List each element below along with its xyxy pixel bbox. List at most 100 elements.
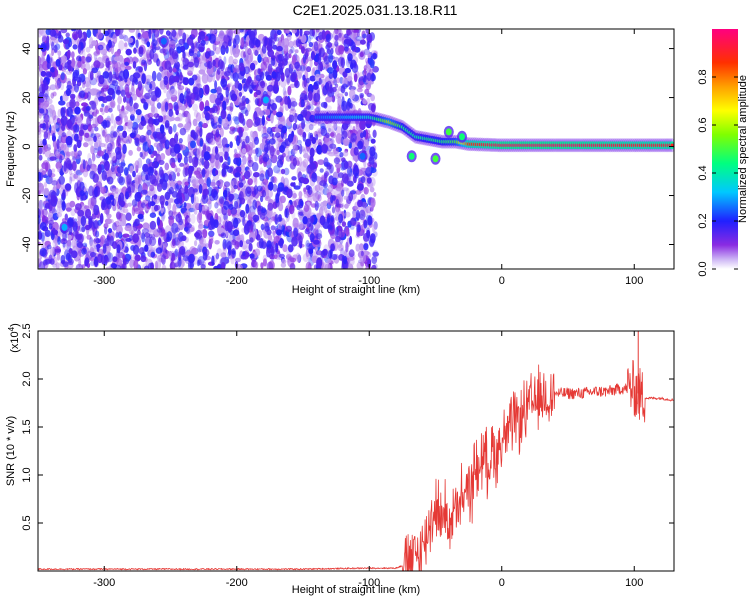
spectrogram-noise-cell [232,177,239,187]
spectrogram-noise-cell [316,106,320,114]
spectrogram-noise-cell [159,48,166,54]
spectrogram-noise-cell [370,103,376,113]
spectrogram-noise-cell [316,213,322,220]
spectrogram-noise-cell [191,74,198,81]
snr-x-tick-label: -200 [226,577,248,589]
spectrogram-noise-cell [211,255,215,266]
spectrogram-noise-cell [115,225,123,235]
spectrogram-noise-cell [258,238,264,249]
spectrogram-noise-cell [81,247,87,255]
spectrogram-noise-cell [242,155,247,165]
spectrogram-noise-cell [330,48,334,55]
spectrogram-noise-cell [46,144,52,151]
spectrogram-noise-cell [308,248,314,254]
spectrogram-noise-cell [363,74,367,83]
spectrogram-noise-cell [50,92,55,99]
spectrogram-noise-cell [229,126,236,131]
spectrogram-noise-cell [194,232,201,238]
spectrogram-noise-cell [231,239,237,246]
spectrogram-noise-cell [343,161,349,169]
spectrogram-noise-cell [319,180,327,187]
spectrogram-noise-cell [156,131,163,140]
spectrogram-noise-cell [346,180,354,187]
spectrogram-noise-cell [170,180,174,189]
spectrogram-noise-cell [357,81,365,89]
spectrogram-noise-cell [270,113,274,124]
spectrogram-noise-cell [209,138,216,146]
spectrogram-noise-cell [42,138,47,146]
spectrogram-noise-cell [152,150,157,156]
spectrogram-noise-cell [187,217,192,223]
spectrogram-noise-cell [86,164,91,172]
spectrogram-noise-cell [330,194,334,204]
spectrogram-noise-cell [131,199,138,207]
spectrogram-noise-cell [130,181,135,193]
spectrogram-noise-cell [287,133,294,143]
spectrogram-noise-cell [287,150,292,156]
spectrogram-noise-cell [171,29,177,38]
spectrogram-noise-cell [142,222,150,230]
spectrogram-noise-cell [161,213,165,222]
snr-x-tick-label: -300 [93,577,115,589]
spectrogram-noise-cell [159,178,164,185]
spectrogram-noise-cell [199,101,205,112]
spectrogram-noise-cell [334,34,339,42]
spectrogram-noise-cell [186,95,192,107]
spectrogram-noise-cell [115,89,122,95]
spectrogram-noise-cell [38,44,41,50]
spectrogram-noise-cell [128,234,134,241]
spectrogram-noise-cell [54,80,61,90]
spectrogram-noise-cell [61,132,67,138]
spectrogram-blob [432,155,439,163]
spectrogram-noise-cell [168,31,173,40]
spectrogram-noise-cell [238,91,243,97]
spectrogram-noise-cell [156,216,161,226]
spectrogram-blob [61,223,68,231]
spectrogram-noise-cell [212,59,216,67]
spectrogram-noise-cell [321,144,328,154]
spectrogram-noise-cell [91,152,96,162]
spectrogram-noise-cell [75,29,80,35]
spectrogram-noise-cell [112,204,117,212]
spectrogram-noise-cell [309,75,317,82]
spectrogram-noise-cell [43,79,47,87]
spectrogram-noise-cell [326,48,331,55]
spectrogram-noise-cell [177,29,184,37]
spectrogram-noise-cell [340,85,346,94]
spectrogram-noise-cell [275,242,279,253]
spectrogram-noise-cell [86,80,92,90]
spectrogram-noise-cell [224,187,230,193]
spectrogram-noise-cell [355,209,360,221]
spectrogram-noise-cell [101,85,109,92]
spectrogram-noise-cell [215,136,222,146]
spectrogram-noise-cell [129,56,134,65]
spectrogram-noise-cell [288,114,295,123]
spectrogram-noise-cell [131,93,138,101]
spectrogram-noise-cell [179,71,183,81]
spectrogram-noise-cell [321,30,326,40]
spectrogram-noise-cell [292,221,297,229]
spectrogram-noise-cell [171,50,179,60]
spectrogram-noise-cell [53,44,58,53]
spectrogram-noise-cell [269,145,275,157]
spectrogram-noise-cell [355,35,363,42]
colorbar: 0.00.20.40.60.8 Normalized spectral ampl… [697,29,749,277]
spectrogram-noise-cell [225,98,229,104]
spectrogram-noise-cell [220,262,226,269]
spectrogram-noise-cell [44,229,51,237]
spectrogram-noise-cell [270,154,278,164]
spectrogram-noise-cell [369,167,377,174]
spectrogram-noise-cell [108,101,115,108]
spectrogram-noise-cell [304,138,312,147]
spectrogram-noise-cell [260,195,264,203]
spectrogram-noise-cell [285,155,292,162]
spectrogram-noise-cell [266,261,274,269]
spectrogram-noise-cell [124,42,128,47]
spectrogram-noise-cell [125,139,130,145]
spectrogram-noise-cell [328,175,334,185]
spectrogram-noise-cell [372,251,380,257]
spectrogram-noise-cell [69,172,76,182]
spectrogram-noise-cell [95,32,103,40]
spectrogram-noise-cell [350,41,356,51]
spectrogram-noise-cell [120,111,127,118]
